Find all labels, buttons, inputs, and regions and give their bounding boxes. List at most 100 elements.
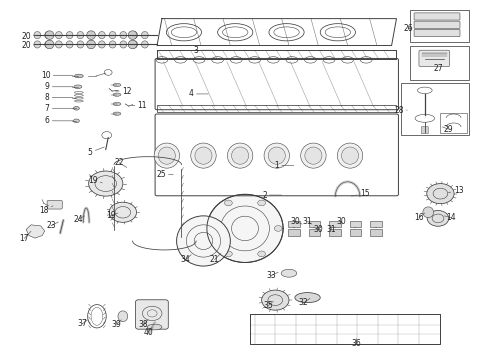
Ellipse shape — [45, 32, 51, 39]
Text: 2: 2 — [262, 190, 282, 199]
Ellipse shape — [118, 311, 128, 321]
Bar — [410, 10, 469, 42]
Ellipse shape — [113, 102, 121, 105]
Text: 13: 13 — [448, 186, 464, 195]
Text: 25: 25 — [156, 170, 173, 179]
Ellipse shape — [305, 147, 322, 164]
Text: 7: 7 — [45, 104, 73, 113]
Ellipse shape — [423, 207, 434, 218]
FancyBboxPatch shape — [47, 201, 62, 209]
Text: 27: 27 — [433, 64, 443, 73]
Ellipse shape — [45, 41, 51, 48]
Ellipse shape — [109, 41, 116, 48]
Ellipse shape — [109, 32, 116, 39]
Circle shape — [109, 202, 137, 222]
Text: 5: 5 — [88, 147, 104, 157]
Circle shape — [427, 211, 449, 226]
Ellipse shape — [45, 31, 54, 40]
Ellipse shape — [268, 147, 285, 164]
Ellipse shape — [66, 41, 73, 48]
Ellipse shape — [191, 143, 216, 168]
Text: 26: 26 — [403, 24, 413, 33]
Text: 28: 28 — [394, 105, 407, 114]
Circle shape — [224, 251, 232, 257]
Ellipse shape — [45, 40, 54, 49]
Circle shape — [208, 226, 216, 231]
Ellipse shape — [120, 32, 127, 39]
Ellipse shape — [232, 147, 248, 164]
Text: 29: 29 — [442, 125, 453, 134]
Polygon shape — [26, 225, 45, 238]
Ellipse shape — [77, 41, 84, 48]
Text: 6: 6 — [45, 116, 73, 125]
Circle shape — [274, 226, 282, 231]
FancyBboxPatch shape — [136, 300, 168, 329]
Text: 1: 1 — [274, 161, 294, 170]
Circle shape — [258, 251, 266, 257]
Ellipse shape — [88, 32, 95, 39]
Ellipse shape — [74, 119, 79, 123]
Ellipse shape — [74, 74, 83, 78]
Ellipse shape — [295, 293, 320, 303]
Bar — [370, 221, 382, 227]
Circle shape — [262, 290, 289, 310]
Ellipse shape — [227, 143, 253, 168]
Text: 38: 38 — [139, 320, 148, 329]
Ellipse shape — [154, 143, 179, 168]
Text: 16: 16 — [414, 213, 425, 222]
Text: 37: 37 — [77, 319, 88, 328]
Text: 39: 39 — [112, 320, 122, 329]
Bar — [288, 229, 300, 235]
Ellipse shape — [55, 41, 62, 48]
Ellipse shape — [301, 143, 326, 168]
FancyBboxPatch shape — [414, 13, 460, 20]
Text: 10: 10 — [41, 71, 73, 80]
Text: 20: 20 — [21, 32, 38, 41]
Bar — [410, 46, 469, 80]
Ellipse shape — [34, 32, 41, 39]
Bar — [349, 221, 361, 227]
Text: 8: 8 — [45, 93, 73, 102]
Text: 31: 31 — [326, 225, 336, 234]
Ellipse shape — [207, 194, 283, 262]
Ellipse shape — [120, 41, 127, 48]
Text: 40: 40 — [144, 327, 153, 337]
Text: 30: 30 — [337, 217, 346, 226]
Text: 35: 35 — [264, 301, 273, 310]
Ellipse shape — [195, 147, 212, 164]
Text: 11: 11 — [132, 101, 147, 110]
Ellipse shape — [128, 40, 137, 49]
Ellipse shape — [337, 143, 363, 168]
Text: 30: 30 — [291, 217, 302, 226]
Ellipse shape — [142, 32, 148, 39]
Bar — [329, 221, 341, 227]
Bar — [329, 229, 341, 235]
Text: 12: 12 — [116, 86, 131, 95]
Text: 36: 36 — [351, 338, 361, 348]
Ellipse shape — [77, 32, 84, 39]
Ellipse shape — [88, 41, 95, 48]
Text: 19: 19 — [88, 176, 102, 185]
FancyBboxPatch shape — [421, 127, 428, 134]
Text: 4: 4 — [189, 89, 208, 98]
Circle shape — [427, 184, 454, 204]
Circle shape — [258, 200, 266, 206]
Bar — [370, 229, 382, 235]
Text: 31: 31 — [303, 217, 312, 226]
Ellipse shape — [74, 107, 79, 110]
Ellipse shape — [113, 112, 121, 115]
FancyBboxPatch shape — [414, 30, 460, 37]
FancyBboxPatch shape — [419, 50, 450, 67]
Ellipse shape — [176, 216, 230, 266]
Ellipse shape — [142, 41, 148, 48]
Ellipse shape — [87, 40, 96, 49]
Ellipse shape — [55, 32, 62, 39]
Text: 14: 14 — [444, 213, 456, 222]
Ellipse shape — [34, 41, 41, 48]
Ellipse shape — [98, 32, 105, 39]
Ellipse shape — [147, 324, 162, 330]
Ellipse shape — [264, 143, 290, 168]
Bar — [441, 113, 467, 134]
Ellipse shape — [281, 269, 297, 277]
Circle shape — [224, 200, 232, 206]
